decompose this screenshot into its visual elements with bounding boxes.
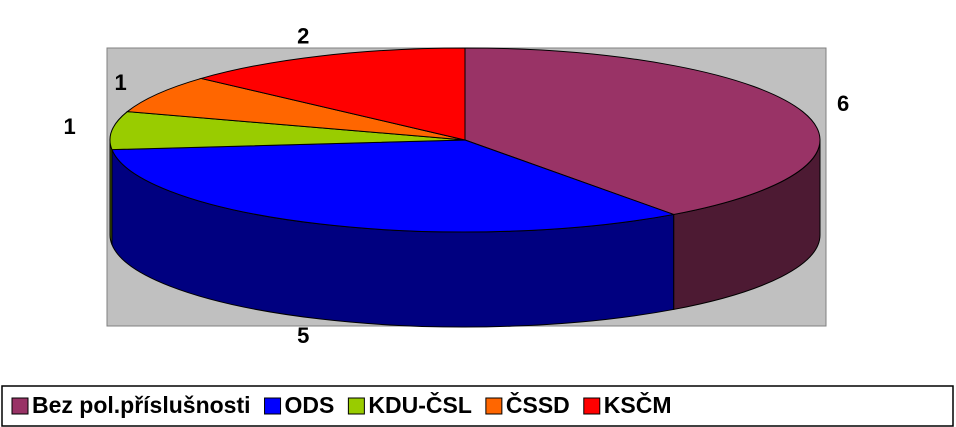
data-label: 2 [297,23,309,48]
slice [199,47,466,141]
legend-label: KSČM [604,391,672,418]
data-label: 5 [297,323,309,348]
legend-swatch [11,397,29,415]
legend-label: ODS [285,392,335,418]
legend-label: KDU-ČSL [368,391,472,418]
legend-swatch [583,397,601,415]
data-label: 6 [837,91,849,116]
legend-swatch [347,397,365,415]
legend-swatch [485,397,503,415]
slice-side [109,139,113,245]
legend-label: Bez pol.příslušnosti [32,392,251,418]
slice [111,139,676,233]
slice [464,47,821,215]
slice [126,77,466,141]
data-label: 1 [115,70,127,95]
slice [109,111,466,151]
data-label: 1 [63,114,75,139]
legend-swatch [264,397,282,415]
legend-label: ČSSD [506,391,570,418]
legend-box [1,385,954,427]
